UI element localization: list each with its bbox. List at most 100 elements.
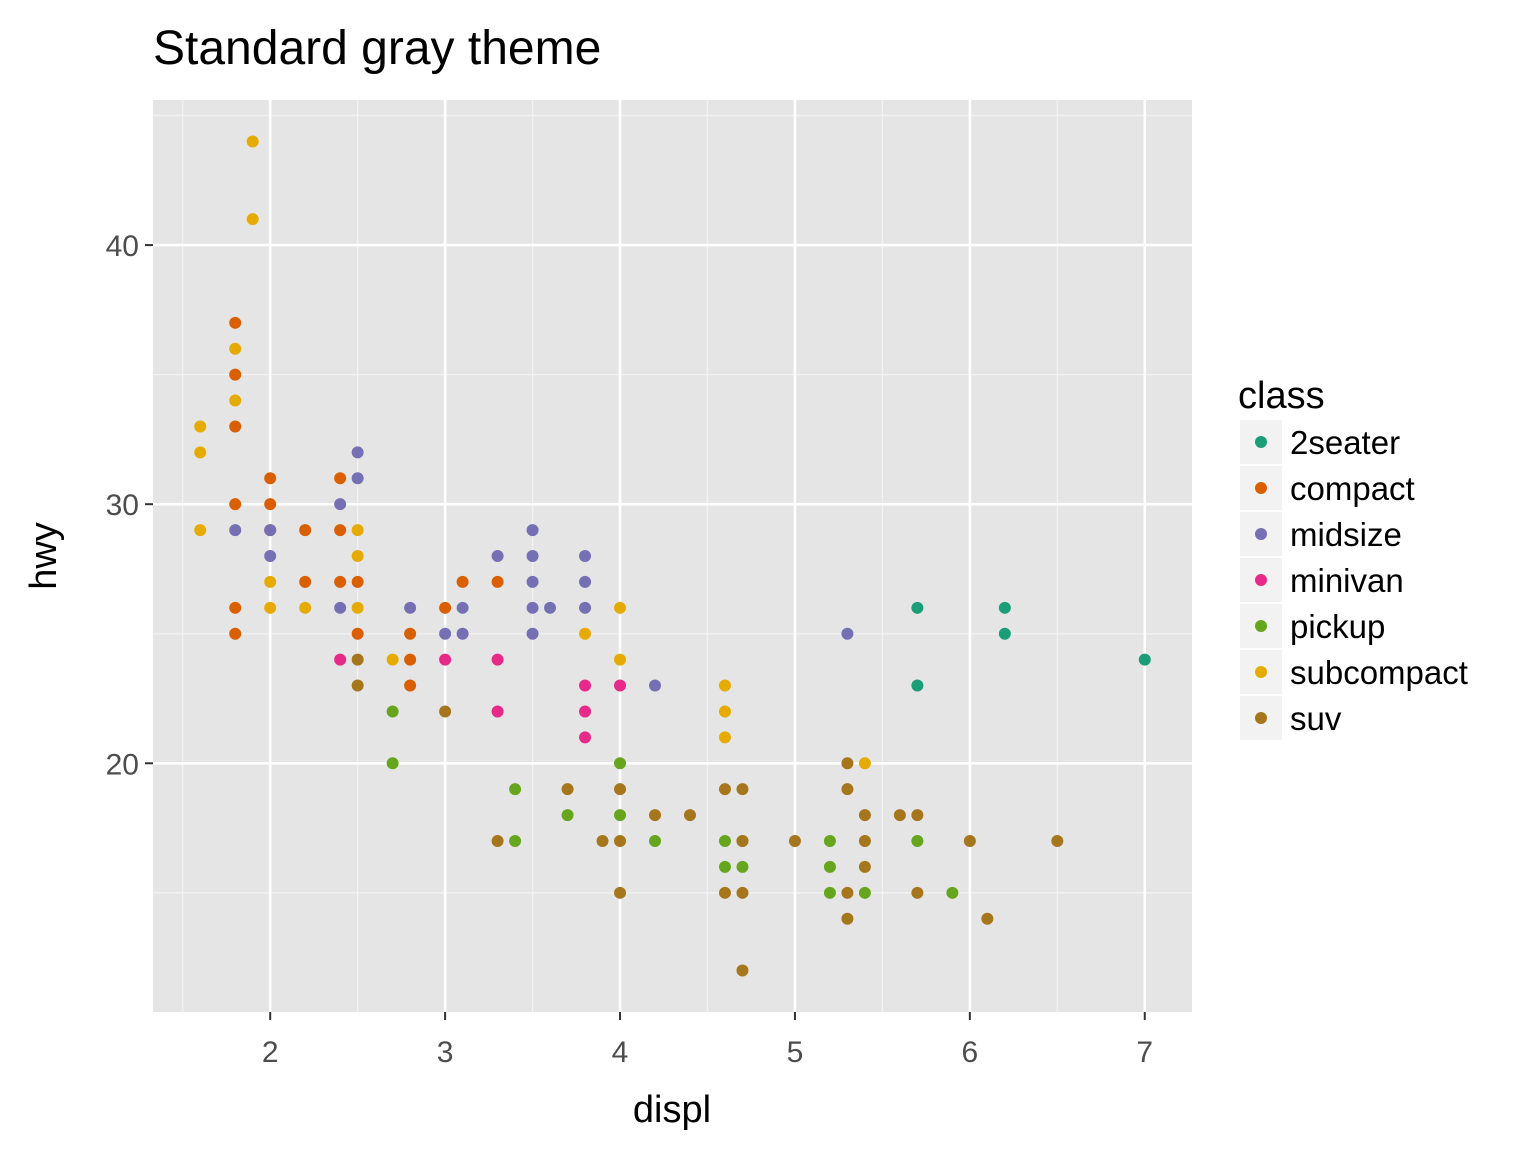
y-tick-label: 40 [106, 230, 139, 263]
point [229, 420, 242, 433]
point [229, 524, 242, 537]
point [246, 135, 259, 148]
point [998, 601, 1011, 614]
point [456, 627, 469, 640]
point [649, 835, 662, 847]
point [858, 860, 871, 873]
point [963, 835, 976, 847]
point [229, 498, 242, 511]
point [386, 653, 399, 666]
point [246, 213, 259, 226]
point [718, 860, 731, 873]
point [1138, 653, 1151, 666]
point [334, 472, 347, 485]
legend-marker [1255, 712, 1267, 724]
point [351, 550, 364, 562]
point [579, 550, 592, 562]
y-tick-label: 20 [106, 748, 139, 781]
point [579, 731, 592, 744]
y-tick-label: 30 [106, 489, 139, 522]
chart-title: Standard gray theme [153, 22, 601, 75]
legend-label: compact [1290, 470, 1415, 507]
point [526, 524, 539, 537]
point [456, 575, 469, 588]
point [229, 601, 242, 614]
point [491, 705, 504, 718]
legend-marker [1255, 574, 1267, 586]
point [614, 809, 627, 822]
point [299, 575, 312, 588]
point [718, 731, 731, 744]
point [299, 524, 312, 537]
point [264, 498, 277, 511]
point [911, 886, 924, 899]
point [841, 757, 854, 770]
point [491, 653, 504, 666]
point [229, 342, 242, 355]
point [649, 679, 662, 692]
legend-label: minivan [1290, 562, 1404, 599]
point [579, 627, 592, 640]
point [736, 886, 749, 899]
point [491, 835, 504, 847]
point [579, 601, 592, 614]
point [404, 679, 417, 692]
point [229, 627, 242, 640]
x-axis-label: displ [633, 1089, 711, 1131]
point [439, 601, 452, 614]
x-tick-label: 5 [787, 1036, 804, 1069]
point [351, 472, 364, 485]
point [841, 886, 854, 899]
point [614, 757, 627, 770]
x-tick-label: 3 [437, 1036, 454, 1069]
point [351, 524, 364, 537]
point [439, 627, 452, 640]
point [683, 809, 696, 822]
point [614, 783, 627, 796]
point [823, 860, 836, 873]
legend-title: class [1238, 375, 1325, 417]
point [946, 886, 959, 899]
point [718, 705, 731, 718]
legend-label: pickup [1290, 608, 1385, 645]
point [194, 446, 207, 459]
point [718, 783, 731, 796]
legend-marker [1255, 620, 1267, 632]
point [229, 394, 242, 407]
point [386, 757, 399, 770]
point [858, 886, 871, 899]
point [579, 575, 592, 588]
point [299, 601, 312, 614]
point [264, 550, 277, 562]
point [579, 679, 592, 692]
point [596, 835, 609, 847]
point [351, 601, 364, 614]
point [736, 860, 749, 873]
point [439, 705, 452, 718]
point [614, 653, 627, 666]
x-tick-label: 4 [612, 1036, 629, 1069]
point [841, 912, 854, 925]
point [823, 886, 836, 899]
point [736, 783, 749, 796]
point [614, 679, 627, 692]
point [491, 550, 504, 562]
point [264, 472, 277, 485]
legend-marker [1255, 436, 1267, 448]
point [439, 653, 452, 666]
point [718, 835, 731, 847]
point [509, 835, 522, 847]
point [526, 627, 539, 640]
point [998, 627, 1011, 640]
point [334, 653, 347, 666]
point [526, 575, 539, 588]
point [229, 316, 242, 329]
point [893, 809, 906, 822]
point [544, 601, 557, 614]
point [718, 679, 731, 692]
point [579, 705, 592, 718]
point [264, 575, 277, 588]
point [561, 783, 574, 796]
point [404, 601, 417, 614]
point [614, 601, 627, 614]
